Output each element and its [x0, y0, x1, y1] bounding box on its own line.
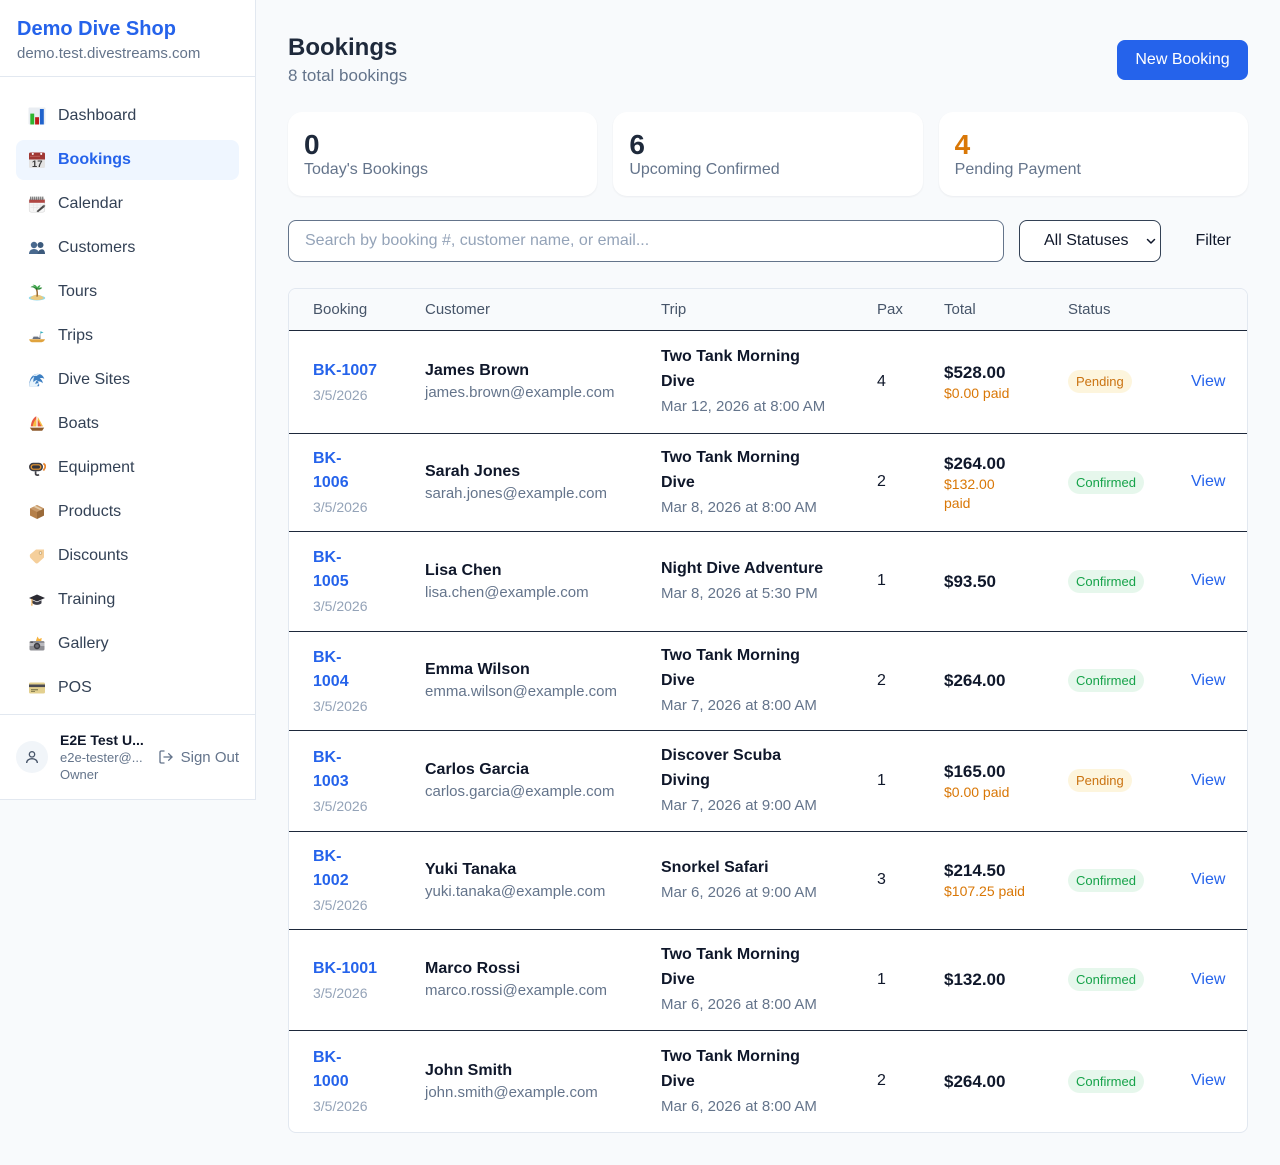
svg-text:17: 17 [32, 159, 43, 169]
